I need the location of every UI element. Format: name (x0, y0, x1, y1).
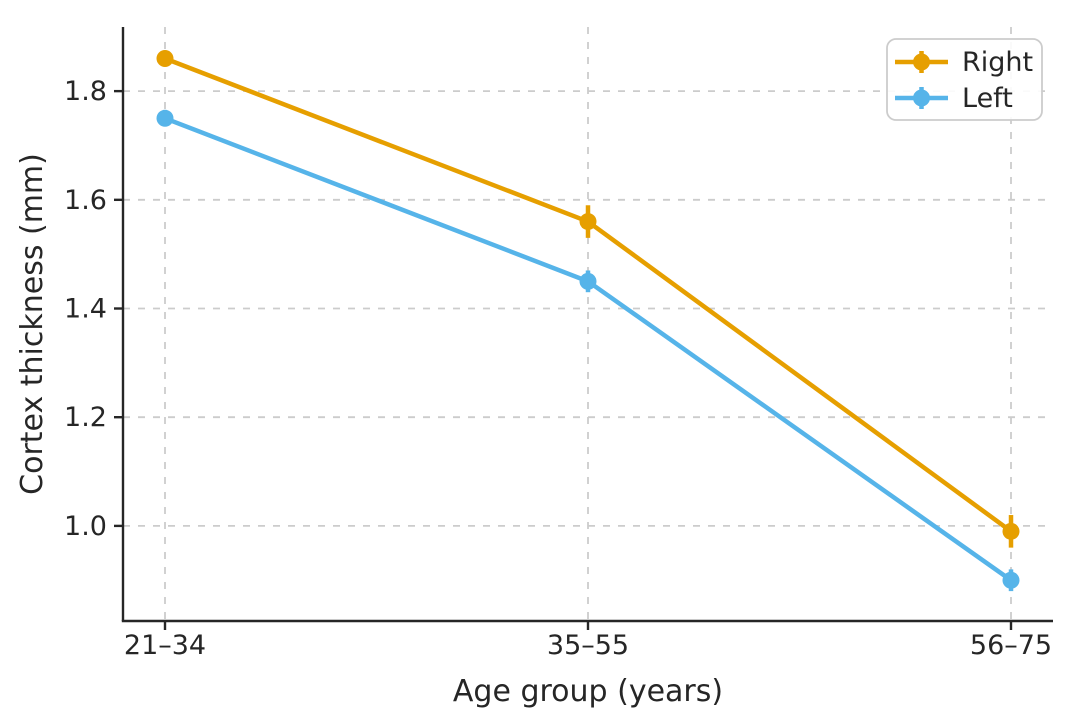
data-point-marker (579, 213, 597, 231)
data-point-marker (1002, 571, 1020, 589)
series-line (162, 56, 1014, 534)
axes (114, 27, 1053, 630)
x-tick-label: 35–55 (547, 630, 629, 661)
tick-labels: 1.0 1.2 1.4 1.6 1.8 21–34 35–55 56–75 (64, 76, 1052, 661)
data-series (156, 50, 1020, 592)
data-point-marker (156, 50, 174, 68)
data-point-marker (579, 272, 597, 290)
y-tick-label: 1.8 (64, 76, 107, 107)
legend-label: Left (962, 83, 1013, 114)
y-tick-label: 1.0 (64, 511, 107, 542)
legend-entry: Left (895, 83, 1013, 114)
data-point-marker (1002, 522, 1020, 540)
x-axis-label: Age group (years) (453, 674, 723, 709)
legend-entry: Right (895, 47, 1033, 78)
legend-marker-icon (913, 89, 930, 107)
y-tick-label: 1.2 (64, 402, 107, 433)
y-tick-label: 1.4 (64, 294, 107, 325)
data-point-marker (156, 109, 174, 127)
x-tick-label: 56–75 (970, 630, 1052, 661)
legend-label: Right (962, 47, 1033, 78)
series-right (156, 50, 1020, 548)
y-axis-label: Cortex thickness (mm) (15, 153, 50, 495)
legend: Right Left (886, 38, 1043, 121)
x-tick-label: 21–34 (124, 630, 206, 661)
legend-marker-icon (913, 53, 930, 71)
series-left (156, 109, 1020, 592)
y-tick-label: 1.6 (64, 185, 107, 216)
